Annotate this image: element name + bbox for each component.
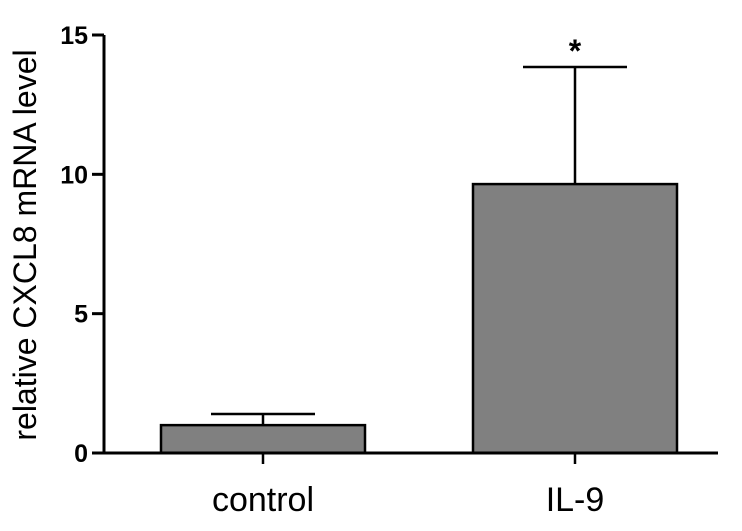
significance-marker: * [569,33,582,69]
y-tick-label-0: 0 [74,440,88,468]
y-tick-label-15: 15 [60,22,88,50]
x-tick-label-control: control [212,481,314,519]
y-tick-label-5: 5 [74,301,88,329]
y-tick-label-10: 10 [60,161,88,189]
bar-control [159,423,367,455]
bar-IL-9 [471,182,679,455]
y-axis-title: relative CXCL8 mRNA level [7,49,43,440]
x-tick-label-IL-9: IL-9 [546,481,605,519]
